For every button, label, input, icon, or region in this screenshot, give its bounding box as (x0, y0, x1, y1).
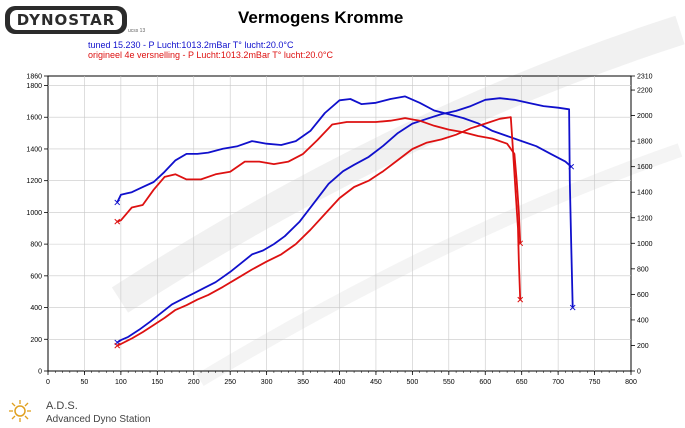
y-right-tick-label: 800 (637, 266, 649, 273)
series-line-tuned-power (116, 97, 574, 344)
x-tick-label: 50 (81, 379, 89, 386)
dynostar-logo: DYNOSTAR (5, 6, 127, 34)
y-left-tick-label: 600 (30, 273, 42, 280)
y-left-tick-label: 200 (30, 337, 42, 344)
station-name: Advanced Dyno Station (46, 414, 151, 425)
legend-entry-origineel: origineel 4e versnelling - P Lucht:1013.… (88, 50, 334, 60)
ads-sun-icon (9, 400, 31, 422)
x-tick-label: 200 (188, 379, 200, 386)
x-tick-label: 0 (46, 379, 50, 386)
x-tick-label: 250 (224, 379, 236, 386)
logo-text: DYNOSTAR (16, 11, 116, 29)
series-point-marker (517, 296, 524, 303)
y-right-tick-label: 1600 (637, 164, 653, 171)
y-right-tick-label: 600 (637, 292, 649, 299)
series-point-marker (114, 218, 121, 225)
series-point-marker (114, 199, 121, 206)
chart-title: Vermogens Kromme (238, 8, 404, 27)
x-tick-label: 400 (334, 379, 346, 386)
y-right-tick-label: 1000 (637, 241, 653, 248)
watermark-swoosh (196, 143, 683, 387)
y-left-tick-label: 1200 (26, 178, 42, 185)
y-left-tick-label: 1000 (26, 210, 42, 217)
y-right-tick-label: 2200 (637, 88, 653, 95)
y-left-tick-label: 1400 (26, 146, 42, 153)
x-tick-label: 350 (297, 379, 309, 386)
series-line-tuned-torque (116, 95, 572, 203)
legend-entry-tuned: tuned 15.230 - P Lucht:1013.2mBar T° luc… (88, 40, 294, 50)
y-right-tick-label: 2000 (637, 113, 653, 120)
y-right-tick-label: 1200 (637, 215, 653, 222)
x-tick-label: 700 (552, 379, 564, 386)
y-left-tick-label: 1600 (26, 115, 42, 122)
x-tick-label: 100 (115, 379, 127, 386)
y-right-tick-label: 400 (637, 317, 649, 324)
x-tick-label: 450 (370, 379, 382, 386)
series-point-marker (517, 240, 524, 247)
x-tick-label: 650 (516, 379, 528, 386)
series-point-marker (568, 163, 575, 170)
y-right-tick-label: 2310 (637, 74, 653, 81)
logo-sub: ucss 13 (128, 28, 146, 34)
x-tick-label: 150 (151, 379, 163, 386)
y-left-tick-label: 1860 (26, 74, 42, 81)
station-abbr: A.D.S. (46, 400, 78, 412)
y-right-tick-label: 0 (637, 369, 641, 376)
y-right-tick-label: 1800 (637, 139, 653, 146)
watermark-swoosh (111, 15, 685, 313)
y-right-tick-label: 1400 (637, 190, 653, 197)
x-tick-label: 500 (407, 379, 419, 386)
y-left-tick-label: 400 (30, 305, 42, 312)
x-tick-label: 750 (589, 379, 601, 386)
y-right-tick-label: 200 (637, 343, 649, 350)
x-tick-label: 550 (443, 379, 455, 386)
series-point-marker (114, 342, 121, 349)
series-line-origineel-torque (116, 117, 522, 244)
x-tick-label: 600 (479, 379, 491, 386)
series-line-origineel-power (116, 116, 522, 347)
series-point-marker (569, 304, 576, 311)
y-left-tick-label: 800 (30, 242, 42, 249)
x-tick-label: 300 (261, 379, 273, 386)
x-tick-label: 800 (625, 379, 637, 386)
y-left-tick-label: 0 (38, 369, 42, 376)
y-left-tick-label: 1800 (26, 83, 42, 90)
